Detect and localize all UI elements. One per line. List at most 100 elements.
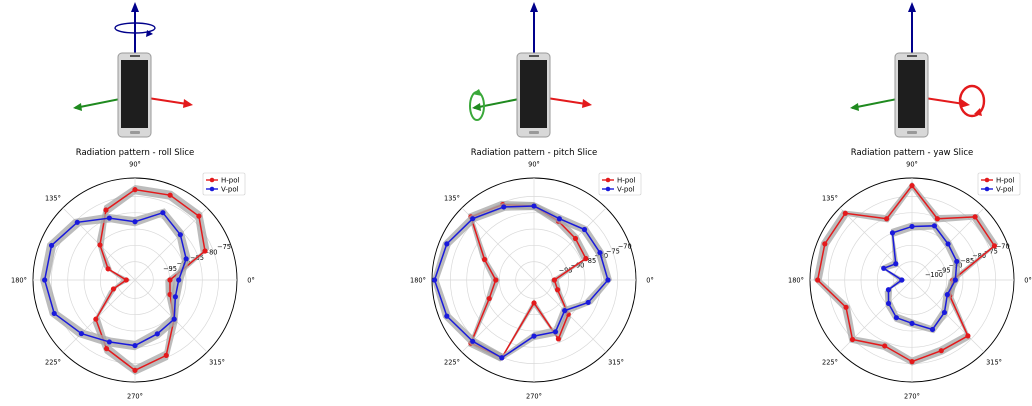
polar-chart-2: Radiation pattern - yaw Slice 0° 90° 135° 18… [788,148,1032,401]
legend-label: V-pol [996,185,1014,193]
radial-tick-label: −70 [996,243,1010,251]
series-point-v-pol [899,277,905,283]
legend-marker [209,186,215,192]
series-point-h-pol [110,286,117,292]
series-point-h-pol [815,277,821,283]
series-point-v-pol [444,241,450,247]
series-point-v-pol [132,342,138,349]
phone-home-button [130,131,140,134]
radial-tick-label: −75 [984,247,998,255]
y-axis-arrowhead [472,103,481,111]
series-point-v-pol [893,261,899,267]
series-point-v-pol [531,333,537,339]
phone-screen [520,60,547,128]
y-axis-arrowhead [850,103,859,111]
series-point-v-pol [929,326,936,333]
series-point-v-pol [909,223,915,230]
series-point-h-pol [493,277,499,283]
theta-tick-label: 180° [410,277,426,285]
series-point-v-pol [581,226,588,233]
radial-tick-label: −95 [937,266,951,274]
series-point-h-pol [972,214,978,220]
series-point-v-pol [893,315,899,321]
series-point-v-pol [501,204,507,210]
series-point-v-pol [160,210,166,216]
series-point-h-pol [167,277,173,283]
series-point-v-pol [78,330,85,337]
phone-screen [121,60,148,128]
series-point-h-pol [842,210,848,216]
x-axis-arrowhead [183,99,193,108]
series-point-h-pol [909,359,915,365]
series-point-h-pol [843,304,849,310]
theta-tick-label: 225° [45,359,61,367]
series-point-v-pol [945,241,951,247]
series-point-v-pol [470,338,476,344]
theta-tick-label: 315° [986,359,1002,367]
series-point-v-pol [552,329,559,335]
series-point-v-pol [909,320,915,326]
theta-tick-label: 90° [528,161,540,169]
chart-title: Radiation pattern - pitch Slice [471,148,597,158]
series-point-v-pol [48,242,55,249]
series-point-v-pol [431,277,438,283]
theta-tick-label: 0° [247,277,255,285]
series-point-v-pol [154,331,160,337]
phone-axes-yaw-icon [850,2,986,138]
series-point-h-pol [103,207,109,213]
series-point-v-pol [176,277,182,283]
series-point-h-pol [822,241,828,247]
series-point-h-pol [132,187,138,193]
series-point-h-pol [551,277,558,283]
series-point-h-pol [884,216,890,222]
series-point-h-pol [123,277,129,283]
series-point-v-pol [171,316,177,322]
roll-rotation-ring [114,22,156,34]
series-point-v-pol [931,223,938,229]
y-axis-arrowhead [73,103,82,111]
legend-label: V-pol [221,185,239,193]
phone-home-button [907,131,917,134]
series-point-v-pol [597,250,603,256]
series-point-h-pol [103,346,110,352]
series-point-h-pol [583,255,589,262]
series-point-v-pol [132,219,138,225]
grid-spoke [911,279,985,353]
series-point-v-pol [941,309,948,316]
series-point-v-pol [952,277,958,283]
series-point-h-pol [554,287,561,293]
series-point-v-pol [954,258,960,265]
series-point-h-pol [196,213,202,219]
series-point-h-pol [882,343,888,349]
series-point-h-pol [202,248,208,254]
roll-rotation-arrowhead [146,30,153,37]
confidence-band [39,208,191,351]
legend-label: H-pol [617,176,636,184]
polar-chart-0: Radiation pattern - roll Slice 0° 90° 135° 1… [11,148,255,401]
series-point-h-pol [105,266,111,272]
chart-title: Radiation pattern - yaw Slice [851,148,974,158]
series-point-h-pol [481,256,488,263]
series-point-v-pol [106,339,112,345]
series-point-v-pol [562,308,568,314]
theta-tick-label: 135° [444,194,460,202]
yaw-rotation-arrowhead [974,108,982,116]
series-point-h-pol [486,295,492,302]
series-point-h-pol [572,235,579,242]
radial-tick-label: −95 [163,265,177,273]
series-point-h-pol [938,348,944,354]
grid-spoke [533,207,607,281]
theta-tick-label: 0° [646,277,654,285]
phone-screen [898,60,925,128]
radial-tick-label: −85 [582,257,596,265]
series-point-v-pol [470,216,476,222]
legend-label: V-pol [617,185,635,193]
radial-tick-label: −80 [204,249,218,257]
series-point-h-pol [163,352,169,358]
yaw-rotation-ring [958,84,986,118]
legend-marker [984,186,990,192]
series-point-v-pol [444,313,450,319]
series-point-v-pol [556,216,562,222]
